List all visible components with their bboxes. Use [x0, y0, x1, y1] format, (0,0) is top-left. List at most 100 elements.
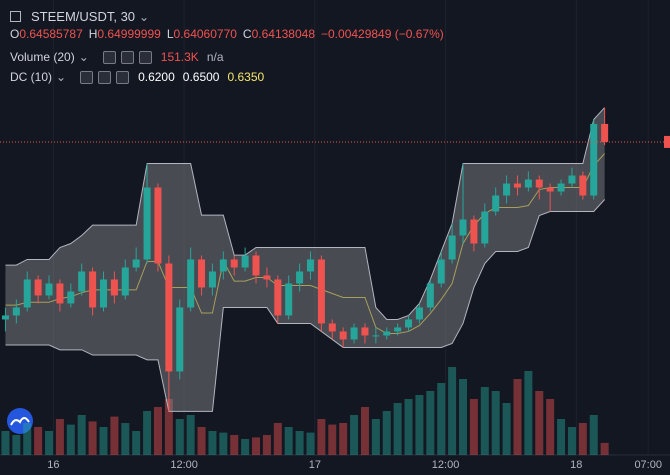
ohlc-label: O	[10, 27, 20, 41]
candle-body	[590, 123, 598, 196]
volume-bar	[350, 415, 359, 455]
volume-bar	[252, 437, 261, 455]
candle-body	[154, 187, 162, 264]
volume-bar	[589, 415, 598, 455]
candle-body	[34, 279, 42, 296]
volume-bar	[371, 419, 380, 455]
indicator-button[interactable]	[98, 70, 112, 84]
grid	[52, 0, 649, 455]
volume-bar	[99, 427, 108, 455]
x-tick-label: 16	[47, 459, 59, 471]
volume-bar	[524, 371, 533, 455]
volume-bar	[567, 427, 576, 455]
volume-bar	[382, 411, 391, 455]
volume-bar	[578, 423, 587, 455]
dropdown-icon[interactable]: ⌄	[139, 9, 150, 24]
candle-body	[56, 283, 64, 304]
volume-bar	[88, 421, 97, 455]
volume-bar	[404, 399, 413, 455]
candle-body	[579, 175, 587, 196]
volume-bar	[34, 427, 43, 455]
candles	[1, 107, 609, 412]
candle-body	[317, 259, 325, 324]
candle-body	[470, 219, 478, 244]
candle-body	[568, 175, 576, 184]
volume-bar	[121, 423, 130, 455]
candle-body	[89, 271, 97, 308]
candle-body	[405, 319, 413, 328]
candle-body	[110, 279, 118, 296]
candle-body	[252, 255, 260, 276]
candle-body	[415, 307, 423, 320]
x-tick-label: 18	[570, 459, 582, 471]
indicator-button[interactable]	[102, 50, 116, 64]
candle-body	[383, 331, 391, 336]
indicator-value: 0.6350	[227, 70, 265, 84]
candle-body	[23, 279, 31, 308]
ohlc-value: 0.64999999	[97, 27, 161, 41]
candle-body	[372, 335, 380, 337]
dropdown-icon[interactable]: ⌄	[56, 70, 67, 84]
indicator-row: DC (10) ⌄ 0.6200 0.6500 0.6350	[10, 70, 264, 84]
volume-bar	[426, 391, 435, 455]
candle-body	[513, 183, 521, 188]
candle-body	[263, 275, 271, 280]
logo	[7, 408, 33, 434]
volume-bar	[175, 419, 184, 455]
volume-bar	[415, 395, 424, 455]
candle-body	[67, 291, 75, 304]
candle-body	[535, 179, 543, 188]
volume-bar	[45, 431, 54, 455]
volume-bar	[339, 423, 348, 455]
volume-bar	[306, 432, 315, 455]
candle-body	[350, 327, 358, 340]
candle-body	[394, 327, 402, 332]
candle-body	[601, 123, 609, 142]
volume-bar	[186, 415, 195, 455]
volume-bar	[241, 439, 250, 455]
ohlc-label: H	[88, 27, 98, 41]
candle-body	[121, 267, 129, 296]
candle-body	[219, 259, 227, 272]
candle-body	[143, 187, 151, 260]
indicator-button[interactable]	[116, 70, 130, 84]
indicator-button[interactable]	[120, 50, 134, 64]
indicator-button[interactable]	[138, 50, 152, 64]
volume-bar	[360, 407, 369, 455]
candle-body	[481, 211, 489, 244]
channel-upper	[5, 107, 606, 320]
indicator-value: 0.6200	[138, 70, 175, 84]
candle-body	[557, 183, 565, 192]
dropdown-icon[interactable]: ⌄	[78, 50, 89, 64]
candle-body	[187, 259, 195, 308]
candle-body	[296, 271, 304, 284]
volume-bar	[55, 419, 64, 455]
candle-body	[285, 283, 293, 316]
time-axis-bg	[0, 455, 670, 475]
channel-lower	[5, 199, 606, 412]
ohlc-value: 0.64138048	[251, 27, 315, 41]
volume-bar	[437, 383, 446, 455]
volume-bar	[328, 424, 337, 455]
channel-fill	[5, 107, 605, 412]
volume-bar	[273, 423, 282, 455]
candle-body	[1, 315, 9, 320]
indicator-value: 151.3K	[160, 50, 199, 64]
volume-bar	[153, 407, 162, 455]
title-row: STEEM/USDT, 30 ⌄	[10, 9, 149, 24]
volume-bar	[284, 427, 293, 455]
candle-body	[165, 263, 173, 372]
volume-bar	[459, 379, 468, 455]
candle-body	[99, 279, 107, 308]
indicator-button[interactable]	[80, 70, 94, 84]
candle-body	[132, 259, 140, 268]
volume-bar	[132, 431, 141, 455]
indicator-name: Volume (20)	[10, 50, 75, 64]
candle-body	[45, 283, 53, 296]
indicator-value: 0.6500	[182, 70, 220, 84]
indicator-row: Volume (20) ⌄ 151.3K n/a	[10, 50, 224, 64]
candle-body	[208, 271, 216, 288]
collapse-icon[interactable]	[10, 11, 21, 22]
volume-bar	[66, 424, 75, 455]
